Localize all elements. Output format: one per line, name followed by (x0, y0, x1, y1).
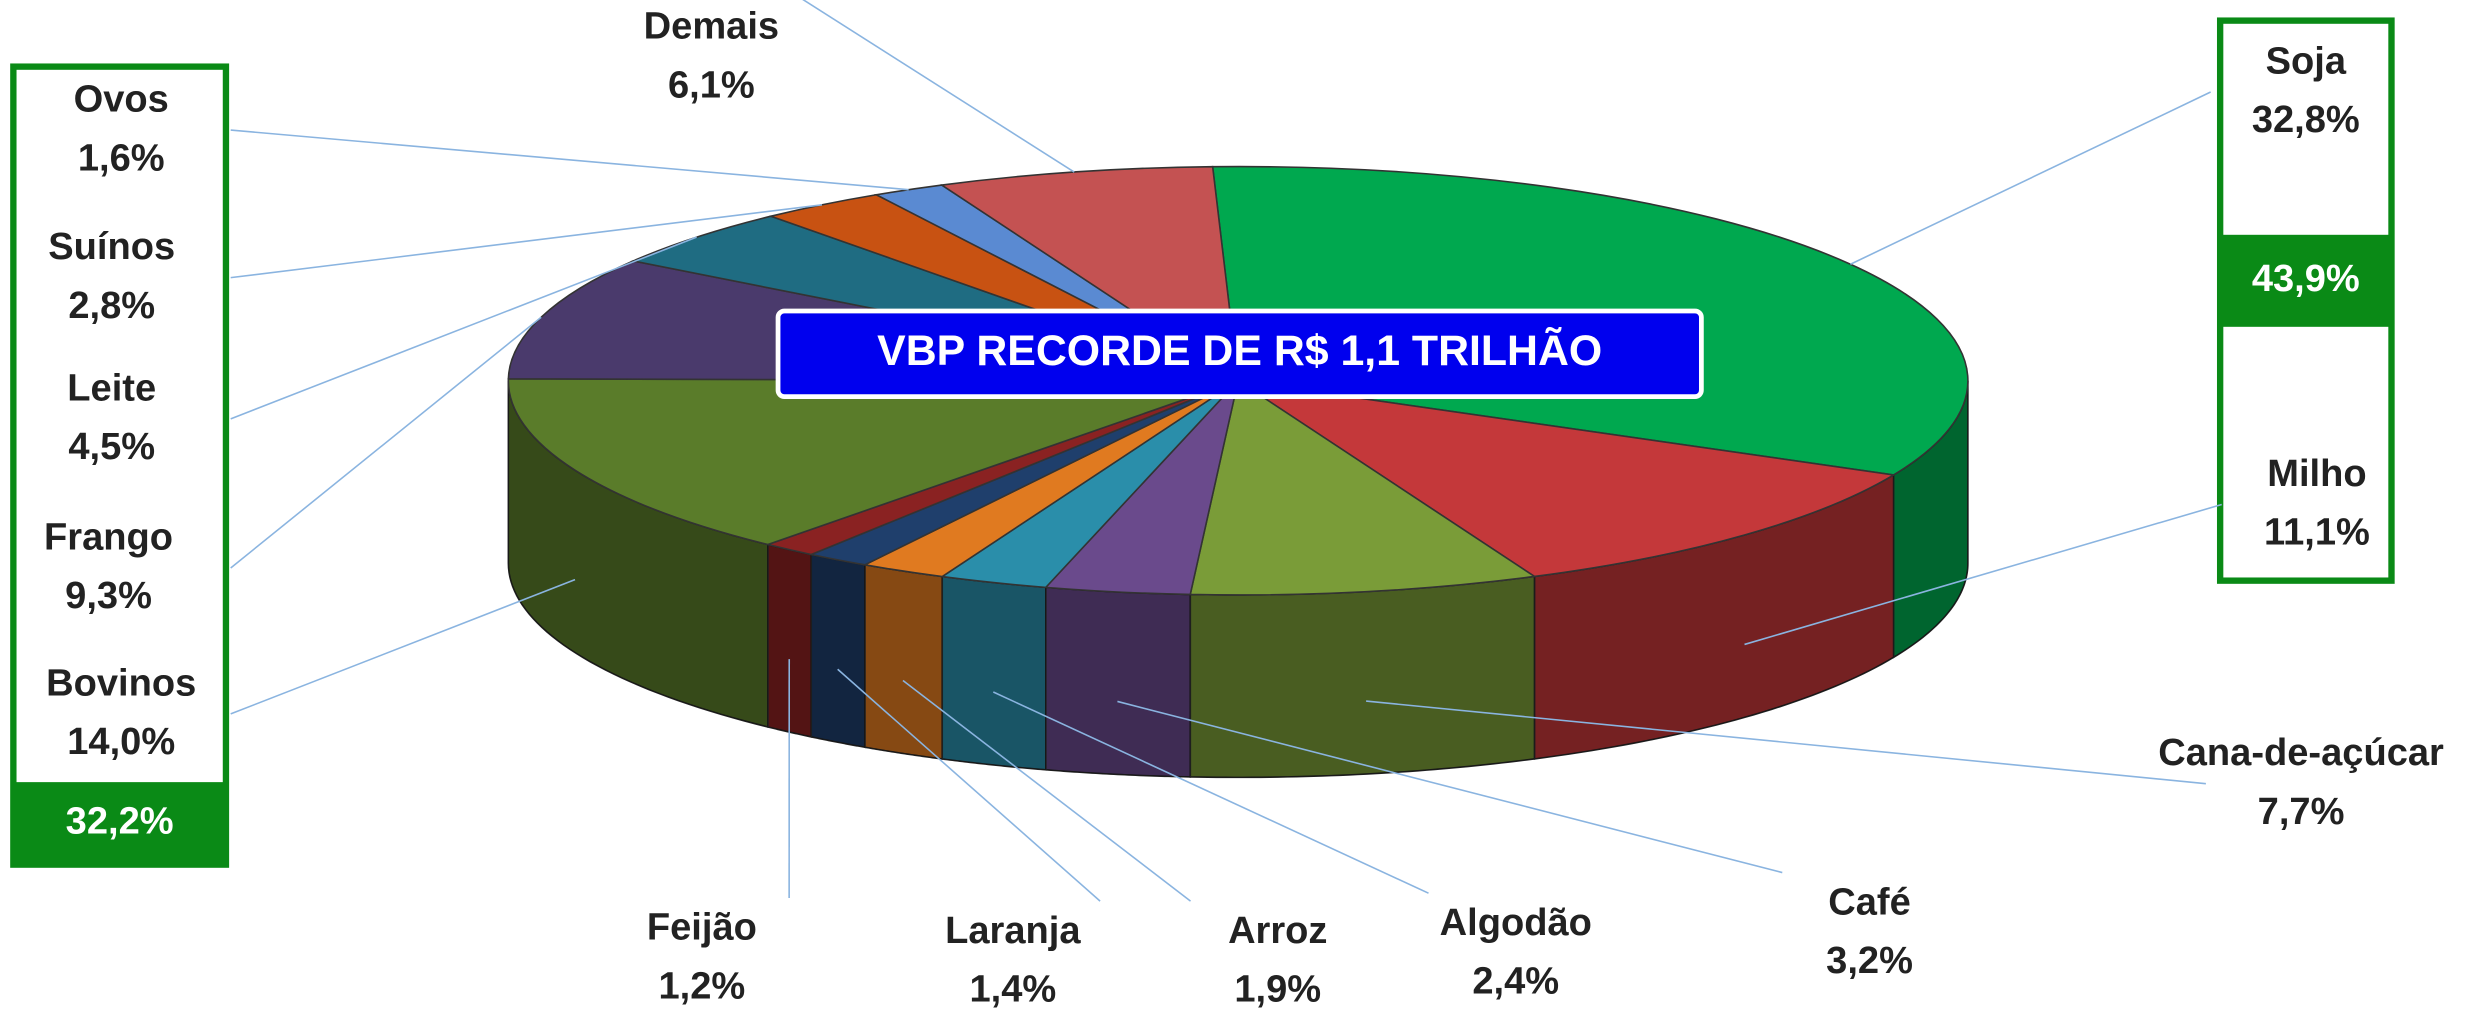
value-label: 1,4% (969, 969, 1056, 1009)
leader-line (230, 578, 576, 715)
slice-shade (1045, 587, 1191, 777)
slice-shade (767, 544, 812, 737)
title-box (775, 308, 1704, 399)
value-label: 32,8% (2252, 99, 2360, 141)
value-label: 2,4% (1472, 961, 1559, 1003)
group-box (10, 63, 230, 868)
group-total: 43,9% (2252, 258, 2360, 300)
category-label: Laranja (945, 910, 1081, 952)
leader-line (1366, 700, 2206, 785)
value-label: 4,5% (68, 426, 155, 468)
value-label: 1,6% (78, 137, 165, 179)
slice-shade (1534, 474, 1894, 759)
value-label: 1,2% (659, 965, 746, 1007)
leader-line (837, 668, 1101, 902)
category-label: Algodão (1440, 902, 1592, 944)
slice (1237, 379, 1896, 578)
leader-line (902, 679, 1192, 902)
leader-line (230, 316, 542, 569)
leader-line (802, 0, 1075, 173)
slice-shade (508, 380, 768, 727)
group-total: 32,2% (66, 800, 174, 842)
slice-shade (942, 576, 1046, 770)
group-band (2220, 234, 2392, 327)
slice (507, 378, 1239, 546)
value-label: 3,2% (1826, 940, 1913, 982)
leader-line (1744, 503, 2222, 646)
leader-line (1850, 91, 2211, 265)
title: VBP RECORDE DE R$ 1,1 TRILHÃO (877, 327, 1602, 375)
category-label: Feijão (647, 907, 757, 949)
leader-line (230, 204, 823, 279)
category-label: Demais (644, 6, 779, 48)
category-label: Arroz (1228, 910, 1327, 952)
value-label: 1,9% (1234, 969, 1321, 1009)
category-label: Milho (2267, 453, 2366, 495)
group-band (13, 782, 226, 865)
value-label: 6,1% (668, 64, 755, 106)
category-label: Leite (67, 367, 156, 409)
category-label: Cana-de-açúcar (2158, 732, 2444, 774)
category-label: Soja (2266, 41, 2347, 83)
pie (507, 165, 1969, 779)
slice (1189, 379, 1537, 596)
slice-shade (864, 564, 943, 759)
slice-shade (811, 554, 865, 748)
value-label: 14,0% (67, 721, 175, 763)
leader-line (230, 236, 697, 420)
leader-line (230, 129, 909, 191)
slice-shade (1893, 380, 1968, 658)
category-label: Frango (44, 516, 173, 558)
value-label: 7,7% (2258, 791, 2345, 833)
leader-line (1117, 700, 1783, 874)
category-label: Ovos (74, 79, 169, 121)
category-label: Suínos (48, 226, 175, 268)
value-label: 11,1% (2264, 512, 2370, 554)
leader-line (992, 691, 1429, 894)
value-label: 2,8% (68, 285, 155, 327)
labels: Soja 32,8% Milho 11,1% Cana-de-açúcar 7,7% Caf… (44, 0, 2444, 1009)
category-label: Bovinos (46, 662, 196, 704)
category-label: Café (1828, 881, 1910, 923)
value-label: 9,3% (65, 575, 152, 617)
slice-shade (1190, 576, 1535, 778)
